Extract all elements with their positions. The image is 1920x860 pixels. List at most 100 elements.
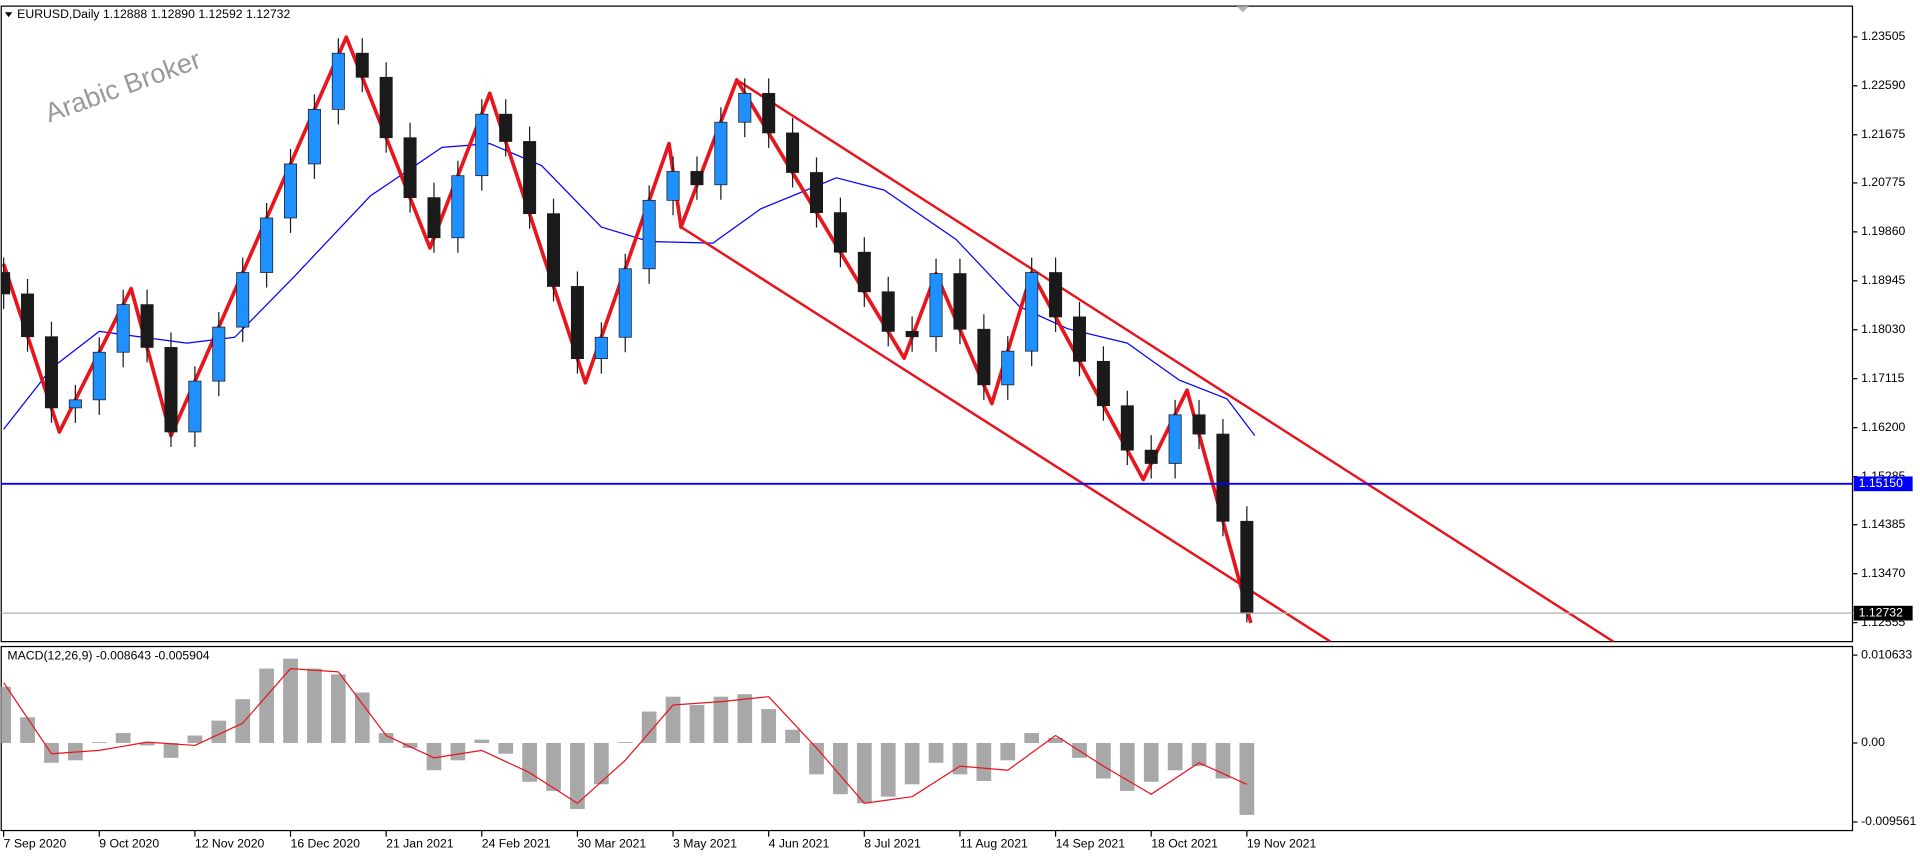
candle-body (1120, 405, 1134, 451)
y-tick-label: -0.009561 (1861, 814, 1916, 828)
level-price-label: 1.12732 (1859, 605, 1903, 619)
macd-histogram-bar (856, 742, 872, 804)
candle-body (1192, 414, 1206, 435)
x-tick-label: 21 Jan 2021 (386, 836, 454, 850)
x-tick-label: 14 Sep 2021 (1056, 836, 1126, 850)
macd-histogram-bar (235, 699, 251, 743)
macd-histogram-bar (163, 742, 179, 758)
candle-body (594, 336, 608, 360)
candle-body (21, 293, 35, 338)
y-tick-label: 1.18945 (1861, 273, 1905, 287)
macd-histogram-bar (641, 711, 657, 743)
macd-histogram-bar (354, 692, 370, 743)
channel-line (680, 226, 1332, 642)
y-tick-label: 1.20775 (1861, 175, 1905, 189)
x-tick-label: 18 Oct 2021 (1151, 836, 1218, 850)
macd-histogram-bar (498, 742, 514, 754)
macd-histogram-bar (402, 742, 418, 748)
candle-body (68, 399, 82, 409)
macd-histogram-bar (713, 696, 729, 743)
candle-body (164, 347, 178, 433)
y-tick-label: 1.13470 (1861, 566, 1905, 580)
macd-histogram-bar (833, 742, 848, 795)
candle-body (499, 113, 513, 142)
x-tick-label: 16 Dec 2020 (291, 836, 361, 850)
candle-body (833, 212, 847, 253)
candle-body (1096, 360, 1110, 407)
macd-histogram-bar (139, 742, 155, 746)
macd-histogram-bar (761, 709, 777, 743)
macd-histogram-bar (1119, 742, 1135, 791)
candle-body (236, 272, 250, 328)
candle-body (618, 268, 632, 338)
candle-body (857, 251, 871, 293)
candle-body (905, 331, 919, 338)
candle-body (212, 326, 226, 382)
candle-body (475, 113, 489, 177)
macd-histogram-bar (904, 742, 920, 785)
symbol-menu-arrow[interactable] (4, 12, 13, 18)
candle-body (953, 273, 967, 330)
candle-body (642, 199, 656, 270)
macd-histogram-bar (1024, 733, 1040, 743)
x-tick-label: 12 Nov 2020 (195, 836, 265, 850)
candle-body (379, 76, 393, 139)
macd-histogram-bar (426, 742, 442, 771)
macd-histogram-bar (522, 742, 537, 782)
macd-histogram-bar (1048, 738, 1063, 743)
candle-body (116, 304, 130, 353)
macd-histogram-bar (976, 742, 992, 781)
shift-marker (1236, 6, 1249, 13)
candle-body (523, 141, 537, 215)
candle-body (1001, 350, 1015, 386)
x-tick-label: 19 Nov 2021 (1247, 836, 1317, 850)
x-tick-label: 30 Mar 2021 (577, 836, 646, 850)
candle-body (1072, 316, 1086, 362)
candle-body (140, 304, 154, 348)
macd-panel-title: MACD(12,26,9) -0.008643 -0.005904 (7, 649, 209, 663)
macd-histogram-bar (665, 696, 681, 743)
candle-body (1025, 272, 1039, 352)
candle-body (690, 171, 704, 186)
level-price-tag (1853, 605, 1913, 621)
candle-body (1, 272, 11, 295)
candle-body (427, 197, 441, 239)
y-tick-label: 1.17115 (1861, 371, 1905, 385)
y-tick-label: 0.010633 (1861, 647, 1912, 661)
candle-body (260, 217, 274, 273)
candle-body (977, 328, 991, 386)
macd-histogram-bar (91, 742, 107, 743)
price-panel-frame (0, 5, 1854, 643)
macd-histogram-bar (1191, 742, 1207, 767)
macd-histogram-bar (617, 742, 633, 743)
candle-body (666, 171, 680, 201)
candle-body (451, 175, 465, 239)
macd-histogram-bar (570, 742, 585, 810)
x-tick-label: 7 Sep 2020 (4, 836, 67, 850)
y-tick-label: 1.18030 (1861, 322, 1905, 336)
candle-body (570, 286, 584, 360)
candle-body (1168, 414, 1182, 464)
macd-histogram-bar (378, 733, 394, 743)
x-tick-label: 11 Aug 2021 (960, 836, 1028, 850)
macd-histogram-bar (1, 686, 11, 743)
macd-histogram-bar (1096, 742, 1111, 779)
channel-line (736, 78, 1615, 642)
macd-histogram-bar (283, 658, 298, 743)
y-tick-label: 1.14385 (1861, 517, 1905, 531)
macd-signal-line (3, 667, 1248, 804)
y-tick-label: 1.21675 (1861, 127, 1905, 141)
macd-histogram-bar (785, 729, 800, 743)
candle-body (809, 172, 824, 213)
macd-histogram-bar (1000, 742, 1016, 761)
candle-body (1216, 433, 1230, 522)
macd-histogram-bar (211, 720, 227, 743)
macd-histogram-bar (307, 668, 322, 743)
candle-body (929, 273, 943, 338)
macd-histogram-bar (259, 668, 274, 743)
macd-histogram-bar (928, 742, 944, 763)
candle-body (762, 92, 776, 134)
candle-body (284, 163, 298, 219)
candle-body (881, 291, 895, 332)
x-tick-label: 4 Jun 2021 (769, 836, 830, 850)
